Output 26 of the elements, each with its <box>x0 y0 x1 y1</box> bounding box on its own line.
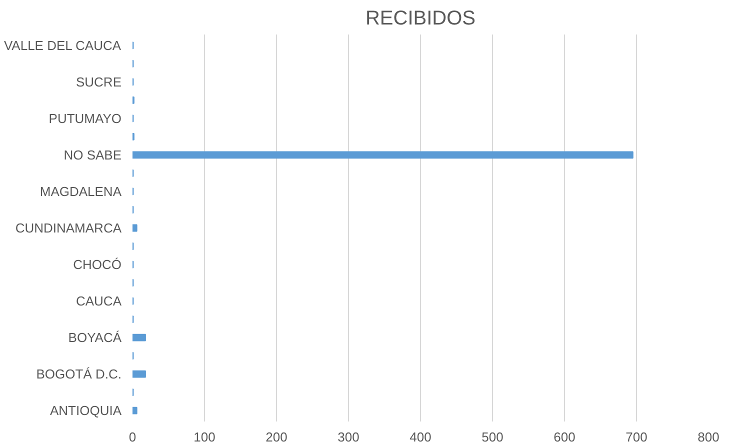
x-tick-label: 800 <box>698 430 720 444</box>
x-tick-label: 0 <box>128 430 136 444</box>
chart-title: RECIBIDOS <box>365 8 476 30</box>
bar <box>132 151 634 159</box>
y-tick-label: MAGDALENA <box>40 184 122 199</box>
y-tick-label: CHOCÓ <box>73 257 122 272</box>
x-tick-label: 400 <box>410 430 432 444</box>
y-tick-label: SUCRE <box>76 74 122 90</box>
y-tick-label: PUTUMAYO <box>48 110 122 126</box>
y-tick-label: BOYACÁ <box>68 330 122 346</box>
x-tick-label: 500 <box>482 430 504 444</box>
y-tick-label: CAUCA <box>76 294 122 309</box>
x-tick-label: 300 <box>338 430 360 444</box>
bar <box>132 224 138 232</box>
bar <box>132 334 146 342</box>
x-tick-label: 700 <box>626 430 648 444</box>
x-tick-label: 600 <box>554 430 576 444</box>
x-tick-label: 200 <box>266 430 288 444</box>
x-tick-label: 100 <box>194 430 216 444</box>
y-tick-label: NO SABE <box>64 147 122 162</box>
bar <box>132 370 146 378</box>
y-tick-label: BOGOTÁ D.C. <box>36 366 122 382</box>
bar <box>132 406 138 414</box>
y-tick-label: VALLE DEL CAUCA <box>4 38 122 53</box>
y-tick-label: ANTIOQUIA <box>50 403 122 418</box>
y-tick-label: CUNDINAMARCA <box>15 220 122 236</box>
